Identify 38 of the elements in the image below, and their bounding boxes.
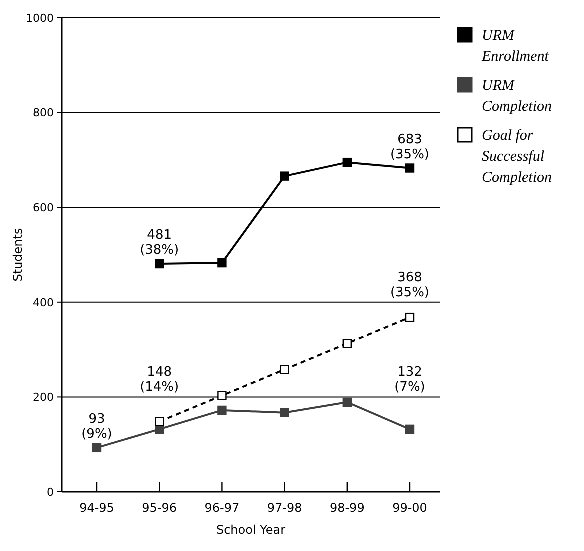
point — [405, 312, 415, 322]
x-tick-label: 99-00 — [392, 501, 428, 515]
legend-label: URM Enrollment — [481, 28, 550, 65]
y-axis-title: Students — [11, 228, 25, 282]
point — [280, 365, 290, 374]
point — [342, 398, 352, 408]
point — [342, 339, 352, 348]
x-axis-title: School Year — [216, 523, 286, 537]
y-tick-label: 1000 — [26, 12, 54, 25]
data-label: 132 (7%) — [394, 365, 426, 396]
point — [405, 164, 415, 173]
point — [218, 406, 227, 416]
point — [218, 258, 227, 268]
x-tick-label: 96-97 — [204, 501, 240, 515]
data-label: 93 (9%) — [82, 412, 112, 442]
x-tick-label: 97-98 — [267, 501, 302, 515]
point — [405, 424, 415, 434]
point — [155, 417, 164, 426]
point — [218, 391, 227, 400]
data-label: 683 (35%) — [390, 132, 430, 162]
point — [280, 172, 290, 181]
data-label: 481 (38%) — [140, 228, 180, 258]
y-tick-label: 0 — [47, 486, 54, 499]
y-tick-label: 400 — [33, 296, 54, 310]
point — [342, 158, 352, 168]
point — [155, 259, 164, 269]
x-tick-label: 94-95 — [80, 501, 114, 515]
data-label: 368 (35%) — [390, 270, 430, 300]
x-tick-label: 95-96 — [142, 501, 178, 515]
y-tick-label: 200 — [33, 391, 54, 404]
point — [92, 443, 102, 453]
data-label: 148 (14%) — [140, 365, 180, 396]
legend-label: URM Completion — [482, 78, 552, 115]
x-tick-label: 98-99 — [330, 501, 365, 515]
legend-label: Goal for Successful Completion — [482, 128, 552, 186]
point — [280, 408, 290, 418]
y-tick-label: 600 — [33, 201, 54, 214]
y-tick-label: 800 — [33, 106, 54, 120]
